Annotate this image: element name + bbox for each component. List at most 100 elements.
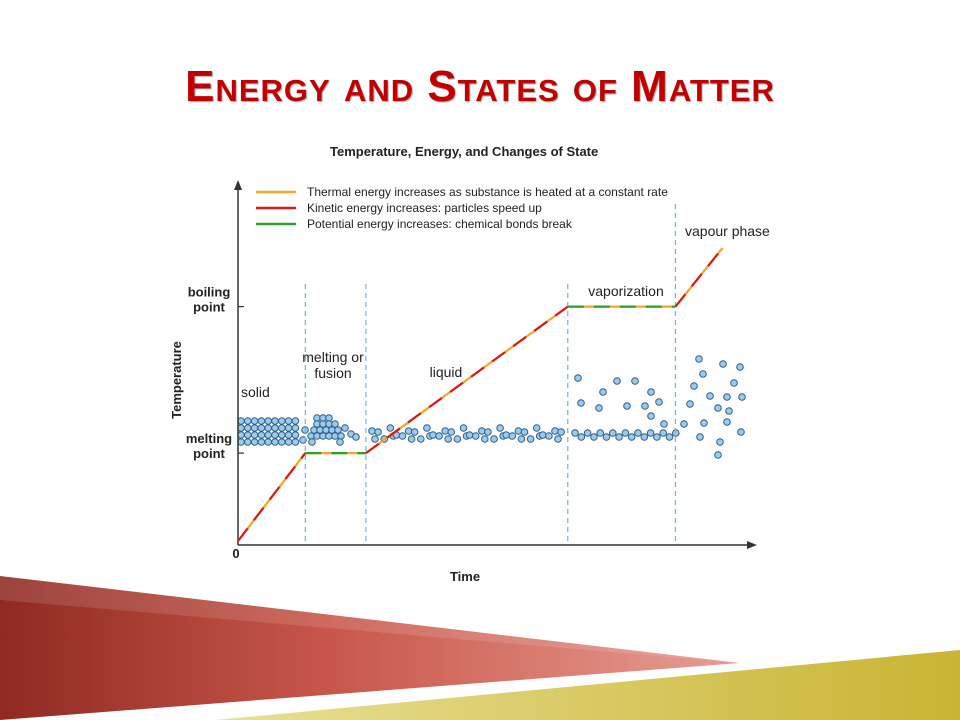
particle-vapour <box>736 363 744 371</box>
particle-liquid <box>447 428 456 436</box>
particle-vapour <box>680 420 688 428</box>
particle-vaporization-lower <box>609 429 617 437</box>
region-label-vapour: vapour phase <box>685 223 770 239</box>
chart-legend: Thermal energy increases as substance is… <box>256 185 668 231</box>
particle-vapour <box>719 360 727 368</box>
y-axis-arrow <box>234 180 242 190</box>
particle-liquid <box>526 435 535 443</box>
particle-vaporization-lower <box>640 433 649 441</box>
particle-liquid <box>490 435 498 443</box>
particle-liquid <box>417 435 425 443</box>
particle-liquid <box>410 428 419 436</box>
x-axis-arrow <box>747 541 757 549</box>
region-label-vaporization: vaporization <box>588 283 664 299</box>
chart-labels: Time Temperature 0 melting point boiling point… <box>169 223 770 584</box>
y-tick-label-boiling: boiling point <box>188 285 231 315</box>
region-dividers <box>304 204 677 545</box>
particle-melting <box>334 426 342 434</box>
curve-segment-5-overlay <box>674 247 724 308</box>
particle-vaporization-upper <box>577 399 585 407</box>
particle-liquid <box>520 428 529 436</box>
particle-liquid <box>481 435 489 443</box>
gold-band <box>215 650 960 720</box>
red-band-highlight <box>0 576 740 663</box>
particle-vapour <box>699 370 707 378</box>
slide-title: Energy and States of Matter <box>185 62 775 111</box>
particle-melting <box>331 420 339 428</box>
particle-vapour <box>723 418 731 426</box>
particle-vapour <box>730 379 738 387</box>
particle-liquid <box>545 432 553 440</box>
particle-vapour <box>738 393 746 401</box>
particle-vaporization-lower <box>577 433 586 441</box>
particle-vaporization-upper <box>613 377 621 385</box>
particle-vaporization-upper <box>623 402 631 410</box>
particle-vaporization-lower <box>590 433 598 441</box>
particle-vapour <box>686 400 694 408</box>
particle-vaporization-lower <box>659 429 668 437</box>
particle-liquid <box>374 428 382 436</box>
particle-liquid <box>453 435 462 443</box>
particle-vapour <box>716 438 724 446</box>
chart-axes <box>234 180 757 549</box>
particle-vaporization-upper <box>660 420 668 428</box>
particle-vaporization-lower <box>602 433 611 441</box>
particle-vapour <box>714 404 722 412</box>
region-label-solid: solid <box>241 384 270 400</box>
particle-vapour <box>737 428 745 436</box>
particle-vapour <box>700 419 708 427</box>
particle-vapour <box>696 433 704 441</box>
particle-melting <box>299 436 307 444</box>
particle-melting <box>341 424 349 432</box>
y-axis-label: Temperature <box>169 341 184 419</box>
legend-label-potential: Potential energy increases: chemical bon… <box>307 217 573 231</box>
particle-liquid <box>557 428 565 436</box>
particle-liquid <box>407 435 416 443</box>
particle-vapour <box>706 392 714 400</box>
region-label-melting: melting or fusion <box>302 349 364 381</box>
particle-vaporization-lower <box>571 429 579 437</box>
particle-liquid <box>508 432 517 440</box>
particle-vapour <box>725 407 733 415</box>
particle-melting <box>352 433 360 441</box>
particle-vapour <box>695 355 703 363</box>
particle-vaporization-lower <box>653 433 661 441</box>
particle-vaporization-upper <box>574 374 582 382</box>
x-axis-label: Time <box>450 569 480 584</box>
particle-vaporization-lower <box>627 433 636 441</box>
particle-solid <box>291 438 300 446</box>
red-band <box>0 576 740 720</box>
chart-title: Temperature, Energy, and Changes of Stat… <box>330 144 599 159</box>
particle-vaporization-lower <box>583 429 592 437</box>
particle-vaporization-upper <box>647 412 655 420</box>
particle-liquid <box>517 435 526 443</box>
particle-liquid <box>471 432 480 440</box>
particle-vaporization-upper <box>647 388 655 396</box>
particle-illustrations <box>237 355 746 459</box>
particle-liquid <box>444 435 453 443</box>
particle-vaporization-upper <box>655 398 663 406</box>
particle-vaporization-upper <box>631 377 639 385</box>
region-label-liquid: liquid <box>430 364 463 380</box>
particle-vaporization-lower <box>646 429 655 437</box>
curve-segment-1-overlay <box>237 452 307 542</box>
particle-vaporization-upper <box>599 388 607 396</box>
particle-liquid <box>554 435 562 443</box>
particle-melting <box>308 438 316 446</box>
particle-liquid <box>496 424 504 432</box>
y-tick-label-melting: melting point <box>186 431 232 461</box>
particle-liquid <box>423 424 431 432</box>
legend-label-thermal: Thermal energy increases as substance is… <box>307 185 668 199</box>
particle-vaporization-lower <box>665 433 674 441</box>
particle-vaporization-lower <box>596 429 605 437</box>
temperature-curve <box>237 247 724 542</box>
particle-vapour <box>714 451 722 459</box>
particle-liquid <box>532 424 541 432</box>
particle-liquid <box>398 432 407 440</box>
particle-liquid <box>435 432 443 440</box>
particle-liquid <box>484 428 492 436</box>
particle-liquid <box>459 424 468 432</box>
curve-segment-3-overlay <box>365 305 569 454</box>
